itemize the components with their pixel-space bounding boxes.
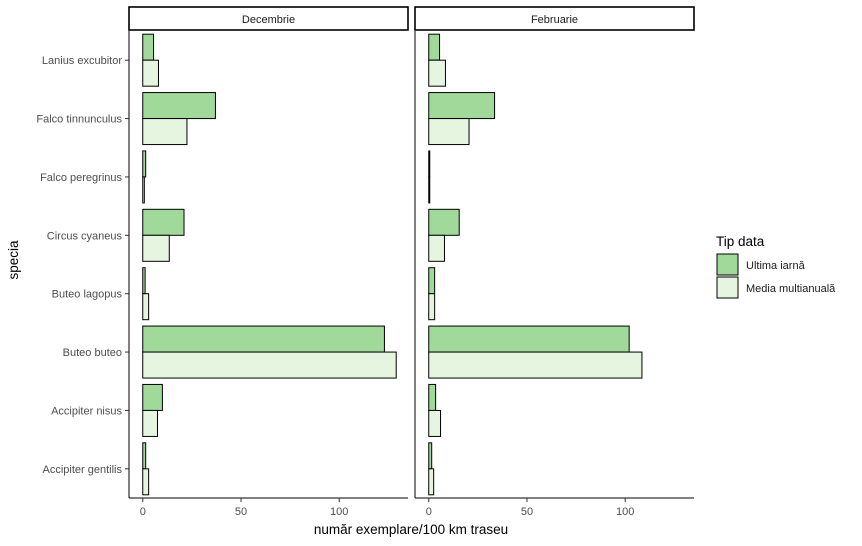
x-axis-title: număr exemplare/100 km traseu <box>314 522 508 537</box>
y-tick-label: Falco peregrinus <box>40 172 122 184</box>
bar <box>428 468 435 496</box>
bar <box>142 267 146 295</box>
bar <box>428 92 496 120</box>
legend-key <box>716 253 739 276</box>
bar <box>142 59 159 87</box>
legend-title: Tip data <box>716 234 765 249</box>
y-tick-label: Accipiter gentilis <box>43 464 123 476</box>
facet-strip <box>128 6 409 31</box>
bar <box>142 351 397 379</box>
bar <box>142 208 185 236</box>
bar <box>142 442 147 470</box>
y-tick-label: Circus cyaneus <box>47 230 123 242</box>
facet-strip-label: Februarie <box>531 14 578 26</box>
y-axis: Lanius excubitor Falco tinnunculus Falco p… <box>36 55 129 476</box>
facet-februarie: Februarie 0 50 100 <box>414 6 695 518</box>
legend-label: Media multianuală <box>746 283 836 295</box>
bar <box>428 267 436 295</box>
x-tick-label: 0 <box>426 506 432 518</box>
bar <box>142 33 155 61</box>
bar <box>428 383 437 411</box>
legend: Tip data Ultima iarnă Media multianuală <box>716 234 836 299</box>
bar <box>142 468 150 496</box>
bar <box>428 325 630 353</box>
bar <box>142 234 170 262</box>
y-tick-label: Lanius excubitor <box>42 55 122 67</box>
legend-label: Ultima iarnă <box>746 260 806 272</box>
y-tick-label: Buteo buteo <box>63 347 122 359</box>
bar <box>142 325 385 353</box>
bar <box>142 92 216 120</box>
bar <box>428 351 643 379</box>
bar <box>428 409 442 437</box>
bar <box>428 442 433 470</box>
bar <box>428 176 431 204</box>
bar <box>428 118 470 146</box>
y-tick-label: Falco tinnunculus <box>36 114 122 126</box>
facet-panels: Decembrie 0 50 100 Februarie 0 50 100 <box>128 6 695 518</box>
facet-decembrie: Decembrie 0 50 100 <box>128 6 409 518</box>
bar <box>428 293 436 321</box>
x-tick-label: 50 <box>521 506 533 518</box>
bar <box>142 150 147 178</box>
bar <box>142 409 158 437</box>
x-tick-label: 0 <box>140 506 146 518</box>
x-tick-label: 50 <box>235 506 247 518</box>
legend-key <box>716 276 739 299</box>
bar <box>142 383 163 411</box>
bar <box>428 150 431 178</box>
bar <box>428 208 460 236</box>
bar <box>428 59 446 87</box>
bar <box>428 33 441 61</box>
bar <box>142 118 188 146</box>
x-tick-label: 100 <box>330 506 348 518</box>
bar <box>428 234 445 262</box>
x-tick-label: 100 <box>616 506 634 518</box>
bar <box>142 176 145 204</box>
facet-strip-label: Decembrie <box>242 14 295 26</box>
bar <box>142 293 150 321</box>
facet-strip <box>414 6 695 31</box>
y-axis-title: specia <box>6 240 21 280</box>
y-tick-label: Buteo lagopus <box>52 289 123 301</box>
y-tick-label: Accipiter nisus <box>51 405 122 417</box>
